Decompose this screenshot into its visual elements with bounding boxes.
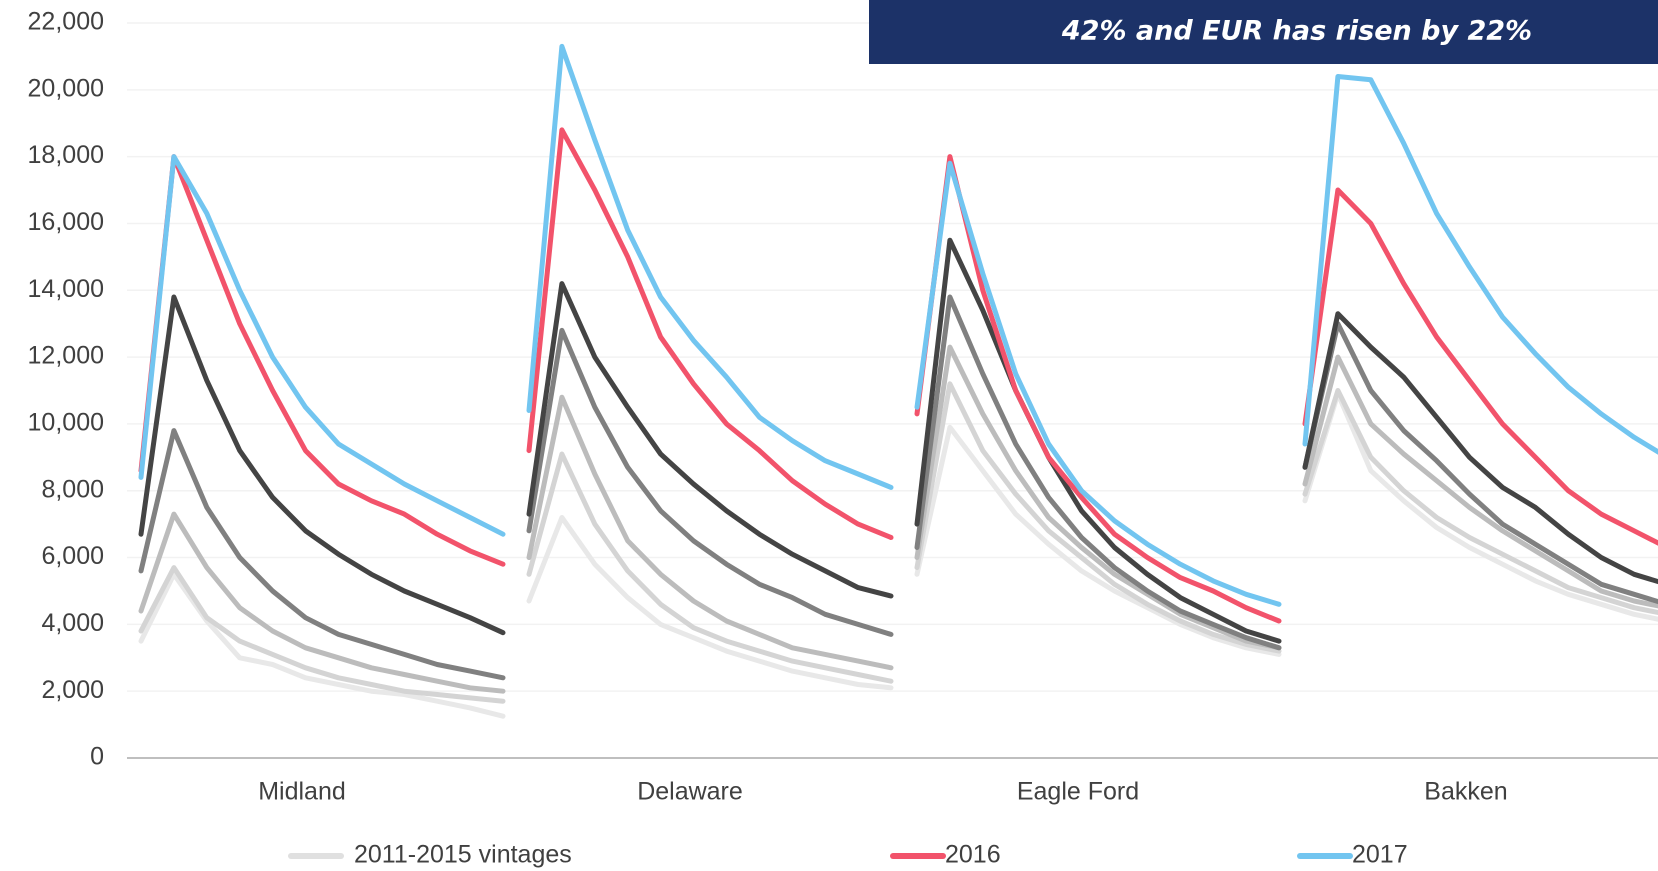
series-line (526, 394, 894, 671)
y-tick-label: 16,000 (28, 208, 104, 236)
series-line (1302, 391, 1658, 622)
series-line (138, 565, 506, 704)
series-line (138, 428, 506, 681)
series-line (914, 381, 1282, 654)
series-line (914, 160, 1282, 607)
series-line (526, 327, 894, 637)
legend-label: 2011-2015 vintages (354, 841, 572, 869)
x-tick-label: Eagle Ford (1017, 778, 1139, 806)
legend-label: 2016 (945, 841, 1001, 869)
y-tick-label: 6,000 (41, 542, 104, 570)
x-tick-label: Bakken (1424, 778, 1507, 806)
y-tick-label: 8,000 (41, 475, 104, 503)
y-tick-label: 10,000 (28, 409, 104, 437)
series-line (914, 344, 1282, 651)
series-line (526, 43, 894, 490)
series-line (1302, 311, 1658, 585)
y-tick-label: 2,000 (41, 676, 104, 704)
series-line (138, 511, 506, 694)
series-line (138, 294, 506, 636)
series-line (1302, 187, 1658, 546)
legend-label: 2017 (1352, 841, 1408, 869)
series-line (914, 154, 1282, 624)
plot-lines (138, 43, 1658, 719)
series-line (138, 154, 506, 567)
series-line (138, 154, 506, 537)
series-line (1302, 354, 1658, 609)
y-tick-label: 20,000 (28, 74, 104, 102)
banner-text: 42% and EUR has risen by 22% (1061, 16, 1532, 47)
y-tick-label: 22,000 (28, 8, 104, 36)
y-tick-label: 4,000 (41, 609, 104, 637)
series-line (1302, 321, 1658, 605)
grid (127, 22, 1658, 759)
x-tick-label: Delaware (637, 778, 743, 806)
series-line (526, 281, 894, 599)
series-line (526, 451, 894, 684)
banner (869, 0, 1658, 64)
y-tick-label: 14,000 (28, 275, 104, 303)
y-tick-label: 12,000 (28, 342, 104, 370)
series-line (914, 237, 1282, 644)
y-tick-label: 0 (90, 743, 104, 771)
series-line (526, 127, 894, 540)
x-tick-label: Midland (258, 778, 346, 806)
series-line (526, 515, 894, 691)
series-line (914, 424, 1282, 657)
series-line (914, 294, 1282, 651)
series-line (1302, 388, 1658, 616)
labels: 0 2,000 4,000 6,000 8,000 10,000 12,000 14,000 1… (28, 8, 1508, 869)
y-tick-label: 18,000 (28, 141, 104, 169)
series-line (1302, 74, 1658, 455)
